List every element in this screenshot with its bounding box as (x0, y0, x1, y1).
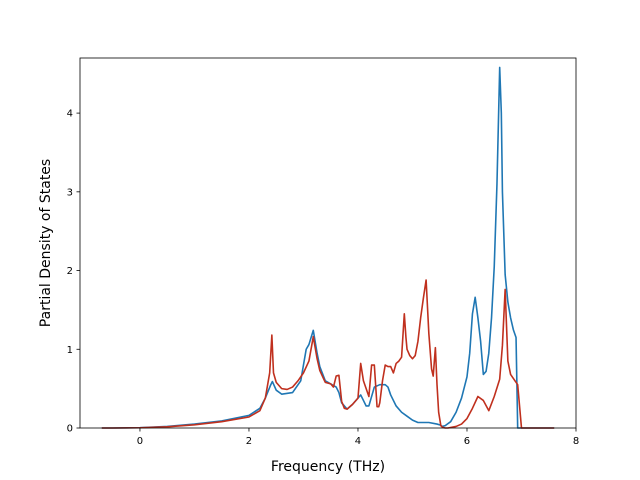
y-tick-label: 3 (67, 187, 73, 198)
x-tick-label: 0 (137, 436, 143, 447)
x-tick-label: 4 (355, 436, 361, 447)
series-layer (101, 66, 555, 429)
x-tick-label: 8 (573, 436, 579, 447)
y-tick-label: 0 (67, 424, 73, 435)
y-tick-label: 1 (67, 345, 73, 356)
x-axis-label: Frequency (THz) (271, 459, 385, 475)
y-tick-label: 2 (67, 266, 73, 277)
y-axis-label: Partial Density of States (38, 159, 54, 327)
y-tick-label: 4 (67, 109, 73, 120)
plot-area (79, 57, 577, 429)
series-line-0 (101, 66, 555, 429)
x-tick-label: 6 (464, 436, 470, 447)
y-axis-ticks: 0 1 2 3 4 (67, 109, 80, 435)
x-tick-label: 2 (246, 436, 252, 447)
axes-frame (79, 57, 577, 429)
x-axis-ticks: 0 2 4 6 8 (137, 428, 579, 447)
series-line-1 (101, 279, 555, 429)
